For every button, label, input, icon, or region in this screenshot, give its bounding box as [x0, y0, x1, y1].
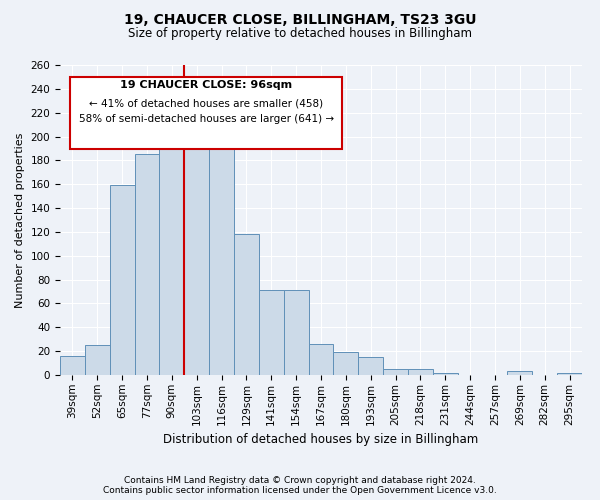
Bar: [308, 344, 334, 375]
Text: 58% of semi-detached houses are larger (641) →: 58% of semi-detached houses are larger (…: [79, 114, 334, 124]
Bar: [433, 372, 458, 375]
Text: Contains public sector information licensed under the Open Government Licence v3: Contains public sector information licen…: [103, 486, 497, 495]
Bar: [358, 357, 383, 375]
Bar: [60, 356, 85, 375]
Bar: [557, 372, 582, 375]
Bar: [383, 369, 408, 375]
Bar: [160, 124, 184, 375]
Y-axis label: Number of detached properties: Number of detached properties: [15, 132, 25, 308]
Bar: [408, 369, 433, 375]
Text: ← 41% of detached houses are smaller (458): ← 41% of detached houses are smaller (45…: [89, 99, 323, 109]
Text: 19 CHAUCER CLOSE: 96sqm: 19 CHAUCER CLOSE: 96sqm: [120, 80, 292, 90]
Bar: [508, 372, 532, 375]
Bar: [184, 121, 209, 375]
Bar: [334, 352, 358, 375]
Bar: [85, 345, 110, 375]
Text: Contains HM Land Registry data © Crown copyright and database right 2024.: Contains HM Land Registry data © Crown c…: [124, 476, 476, 485]
FancyBboxPatch shape: [70, 78, 342, 148]
Bar: [134, 154, 160, 375]
Bar: [110, 186, 134, 375]
Bar: [259, 290, 284, 375]
X-axis label: Distribution of detached houses by size in Billingham: Distribution of detached houses by size …: [163, 433, 479, 446]
Bar: [209, 118, 234, 375]
Bar: [234, 234, 259, 375]
Text: 19, CHAUCER CLOSE, BILLINGHAM, TS23 3GU: 19, CHAUCER CLOSE, BILLINGHAM, TS23 3GU: [124, 12, 476, 26]
Text: Size of property relative to detached houses in Billingham: Size of property relative to detached ho…: [128, 28, 472, 40]
Bar: [284, 290, 308, 375]
